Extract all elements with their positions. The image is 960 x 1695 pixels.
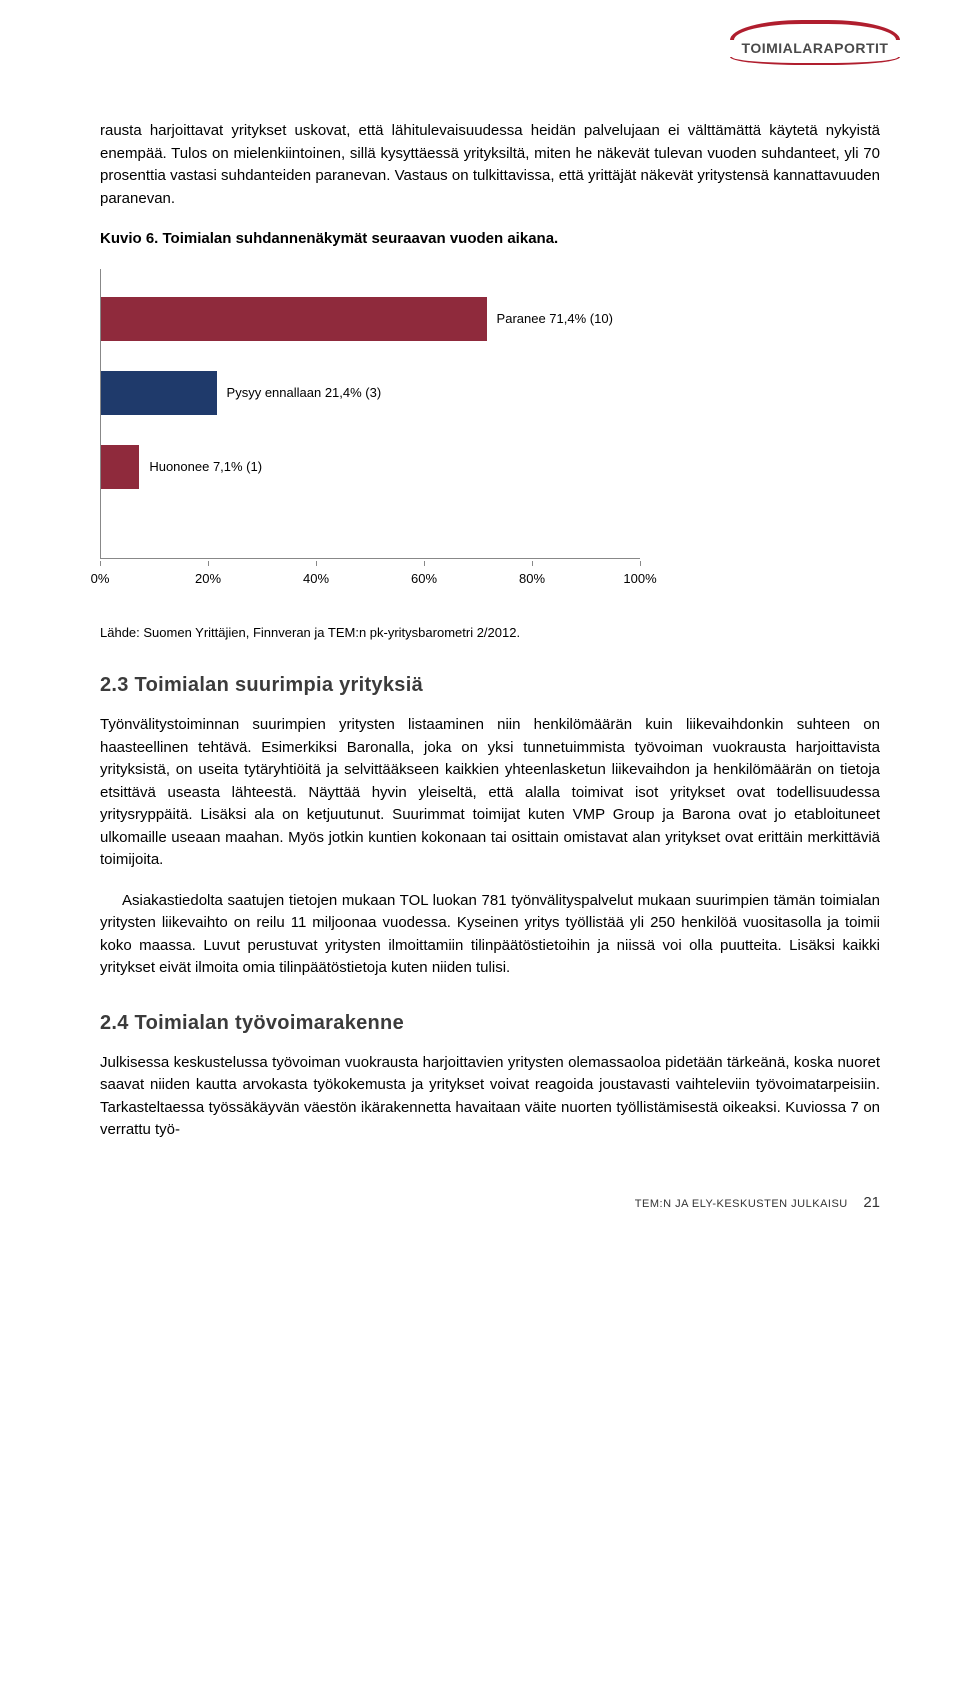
x-tick <box>532 561 533 566</box>
x-axis-label: 100% <box>623 569 656 589</box>
x-tick <box>640 561 641 566</box>
x-tick <box>208 561 209 566</box>
paragraph-2-3b: Asiakastiedolta saatujen tietojen mukaan… <box>100 890 880 980</box>
heading-2-4: 2.4 Toimialan työvoimarakenne <box>100 1008 880 1038</box>
bar-chart: Paranee 71,4% (10) Pysyy ennallaan 21,4% … <box>60 269 680 599</box>
logo: TOIMIALARAPORTIT <box>730 20 900 65</box>
bar-label: Pysyy ennallaan 21,4% (3) <box>227 383 382 403</box>
bar-row: Huononee 7,1% (1) <box>101 445 262 489</box>
paragraph-2-3a: Työnvälitystoiminnan suurimpien yrityste… <box>100 714 880 872</box>
chart-plot-area: Paranee 71,4% (10) Pysyy ennallaan 21,4% … <box>100 269 640 559</box>
bar-label: Huononee 7,1% (1) <box>149 457 262 477</box>
page-number: 21 <box>863 1194 880 1211</box>
bar-row: Paranee 71,4% (10) <box>101 297 613 341</box>
bar-row: Pysyy ennallaan 21,4% (3) <box>101 371 381 415</box>
x-tick <box>424 561 425 566</box>
x-tick <box>316 561 317 566</box>
x-axis-label: 20% <box>195 569 221 589</box>
bar <box>101 371 217 415</box>
footer-text: TEM:N JA ELY-KESKUSTEN JULKAISU <box>635 1198 848 1210</box>
logo-text: TOIMIALARAPORTIT <box>730 38 900 59</box>
page-footer: TEM:N JA ELY-KESKUSTEN JULKAISU 21 <box>100 1192 880 1215</box>
x-tick <box>100 561 101 566</box>
x-axis-label: 0% <box>91 569 110 589</box>
x-axis-label: 80% <box>519 569 545 589</box>
paragraph-2-4: Julkisessa keskustelussa työvoiman vuokr… <box>100 1052 880 1142</box>
bar <box>101 297 487 341</box>
chart-caption: Kuvio 6. Toimialan suhdannenäkymät seura… <box>100 228 880 251</box>
heading-2-3: 2.3 Toimialan suurimpia yrityksiä <box>100 670 880 700</box>
logo-arc-top <box>730 20 900 40</box>
paragraph-intro: rausta harjoittavat yritykset uskovat, e… <box>100 120 880 210</box>
bar <box>101 445 139 489</box>
bar-label: Paranee 71,4% (10) <box>497 309 613 329</box>
chart-source: Lähde: Suomen Yrittäjien, Finnveran ja T… <box>100 623 880 643</box>
x-axis-label: 60% <box>411 569 437 589</box>
x-axis-label: 40% <box>303 569 329 589</box>
